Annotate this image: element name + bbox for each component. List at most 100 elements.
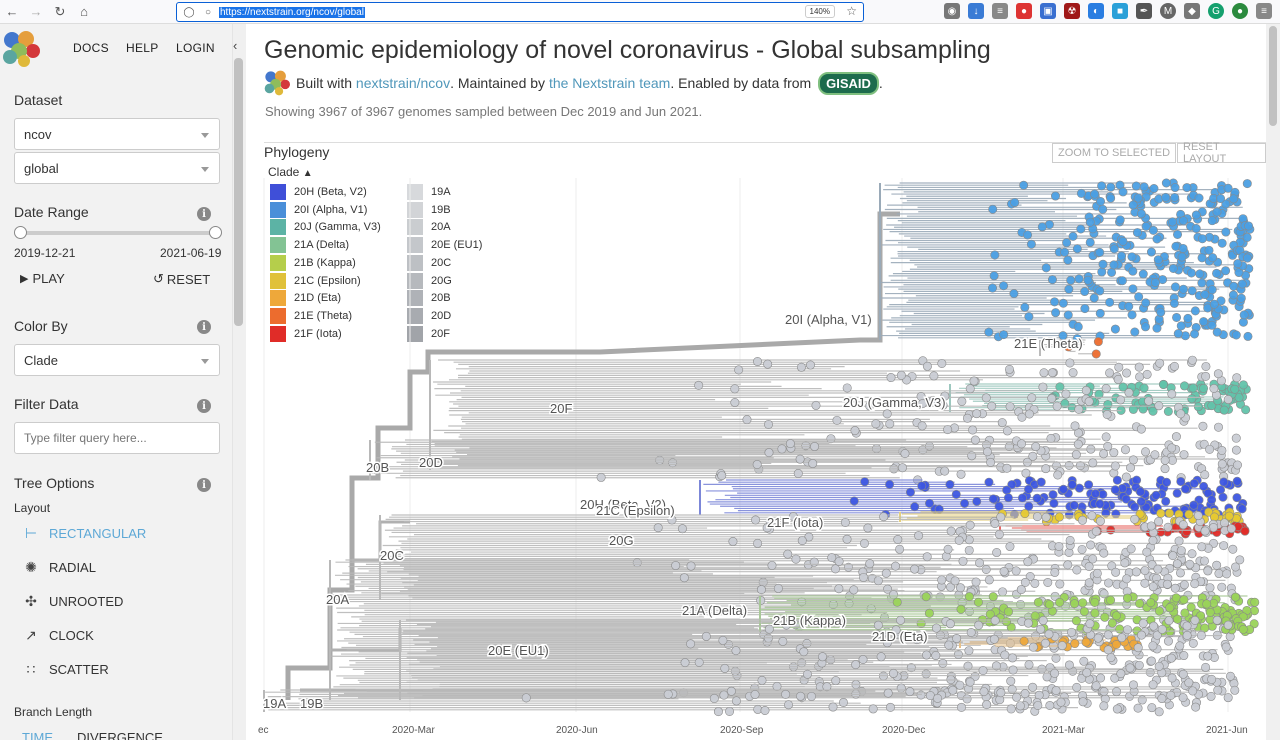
- legend-item[interactable]: 21D (Eta): [270, 290, 342, 307]
- dataset-select-2[interactable]: global: [14, 152, 220, 184]
- legend-item[interactable]: 20J (Gamma, V3): [270, 219, 381, 236]
- back-icon[interactable]: ←: [5, 4, 19, 19]
- legend-item[interactable]: 21E (Theta): [270, 307, 352, 324]
- play-button[interactable]: ▶ PLAY: [20, 271, 65, 286]
- layout-radial[interactable]: ✺ RADIAL: [20, 555, 96, 579]
- help-link[interactable]: HELP: [126, 41, 159, 55]
- download-icon[interactable]: ↓: [968, 3, 984, 19]
- legend-label: 21A (Delta): [294, 239, 350, 252]
- legend-label: 20H (Beta, V2): [294, 186, 367, 198]
- branch-length-time[interactable]: TIME: [22, 730, 54, 740]
- play-label: PLAY: [32, 271, 65, 286]
- legend-label: 20D: [431, 309, 452, 322]
- container-icon[interactable]: ■: [1112, 3, 1128, 19]
- info-icon[interactable]: i: [197, 399, 211, 413]
- zoom-level[interactable]: 140%: [804, 5, 835, 18]
- date-slider-track[interactable]: [20, 231, 215, 235]
- grammarly-icon[interactable]: G: [1208, 3, 1224, 19]
- legend-item[interactable]: 20F: [407, 325, 450, 342]
- tree-options-title: Tree Options: [14, 475, 95, 491]
- shield-green-icon[interactable]: ●: [1232, 3, 1248, 19]
- reset-layout-button[interactable]: RESET LAYOUT: [1177, 141, 1266, 165]
- color-by-select[interactable]: Clade: [14, 344, 220, 376]
- bookmark-star-icon[interactable]: ☆: [846, 4, 857, 18]
- reset-button[interactable]: ↺ RESET: [153, 271, 210, 287]
- save-icon[interactable]: ▣: [1040, 3, 1056, 19]
- legend-swatch: [407, 219, 423, 236]
- filter-data-title: Filter Data: [14, 396, 79, 412]
- filter-input[interactable]: [14, 422, 220, 454]
- login-link[interactable]: LOGIN: [176, 41, 215, 55]
- page-scrollbar[interactable]: [1266, 24, 1280, 740]
- legend-item[interactable]: 19B: [407, 201, 451, 218]
- sidebar-scrollbar-thumb[interactable]: [234, 58, 243, 326]
- legend-item[interactable]: 20I (Alpha, V1): [270, 201, 367, 218]
- maintained-text: . Maintained by: [450, 75, 546, 91]
- legend-toggle[interactable]: Clade ▲: [268, 165, 313, 179]
- legend-item[interactable]: 20D: [407, 307, 452, 324]
- legend-swatch: [270, 325, 286, 342]
- phylogeny-title: Phylogeny: [264, 144, 330, 160]
- layout-scatter[interactable]: ∷ SCATTER: [20, 657, 109, 681]
- menu-icon[interactable]: ≡: [1256, 3, 1272, 19]
- legend-label: 20A: [431, 221, 451, 234]
- forward-icon[interactable]: →: [29, 4, 43, 19]
- legend-label: 20C: [431, 256, 452, 269]
- lock-icon[interactable]: ○: [204, 6, 212, 18]
- ublock-icon[interactable]: ☢: [1064, 3, 1080, 19]
- page-scrollbar-thumb[interactable]: [1269, 26, 1277, 126]
- nextstrain-logo[interactable]: [2, 30, 40, 68]
- gisaid-logo[interactable]: GISAID: [818, 71, 879, 95]
- m-icon[interactable]: M: [1160, 3, 1176, 19]
- legend-item[interactable]: 20B: [407, 290, 451, 307]
- legend-item[interactable]: 21B (Kappa): [270, 254, 356, 271]
- layout-label-unrooted: UNROOTED: [49, 593, 124, 609]
- legend-item[interactable]: 20G: [407, 272, 452, 289]
- color-by-title: Color By: [14, 318, 68, 334]
- legend-item[interactable]: 21F (Iota): [270, 325, 342, 342]
- ncov-link[interactable]: nextstrain/ncov: [355, 75, 451, 91]
- legend-item[interactable]: 20H (Beta, V2): [270, 184, 367, 200]
- layout-label-radial: RADIAL: [49, 559, 96, 575]
- legend-swatch: [270, 307, 286, 324]
- eyedropper-icon[interactable]: ✒: [1136, 3, 1152, 19]
- nextstrain-team-link[interactable]: the Nextstrain team: [548, 75, 671, 91]
- extension-icon[interactable]: ◆: [1184, 3, 1200, 19]
- legend-item[interactable]: 19A: [407, 184, 451, 200]
- legend-item[interactable]: 21C (Epsilon): [270, 272, 361, 289]
- browser-toolbar: ← → ↻ ⌂ ◯ ○ https://nextstrain.org/ncov/…: [0, 0, 1280, 24]
- layout-clock[interactable]: ↗ CLOCK: [20, 623, 94, 647]
- info-icon[interactable]: i: [197, 478, 211, 492]
- shield-icon[interactable]: ◯: [183, 6, 195, 18]
- dataset-select-1[interactable]: ncov: [14, 118, 220, 150]
- date-slider-end-handle[interactable]: [209, 226, 222, 239]
- legend-swatch: [270, 237, 286, 254]
- legend-item[interactable]: 21A (Delta): [270, 237, 350, 254]
- legend-item[interactable]: 20A: [407, 219, 451, 236]
- pocket-icon[interactable]: ◉: [944, 3, 960, 19]
- layout-unrooted[interactable]: ✣ UNROOTED: [20, 589, 123, 613]
- url-bar[interactable]: ◯ ○ https://nextstrain.org/ncov/global 1…: [176, 2, 864, 22]
- legend-label: 20J (Gamma, V3): [294, 221, 381, 234]
- url-text[interactable]: https://nextstrain.org/ncov/global: [219, 6, 365, 18]
- legend-label: 21D (Eta): [294, 292, 342, 305]
- layout-rectangular[interactable]: ⊢ RECTANGULAR: [20, 521, 146, 545]
- sync-icon[interactable]: ◐: [1088, 3, 1104, 19]
- legend-item[interactable]: 20E (EU1): [407, 237, 482, 254]
- info-icon[interactable]: i: [197, 207, 211, 221]
- library-icon[interactable]: ≡: [992, 3, 1008, 19]
- info-icon[interactable]: i: [197, 320, 211, 334]
- legend-item[interactable]: 20C: [407, 254, 452, 271]
- date-slider-start-handle[interactable]: [14, 226, 27, 239]
- layout-label-rectangular: RECTANGULAR: [49, 525, 147, 541]
- docs-link[interactable]: DOCS: [73, 41, 109, 55]
- zoom-to-selected-button[interactable]: ZOOM TO SELECTED: [1052, 143, 1177, 163]
- screenshot-icon[interactable]: ●: [1016, 3, 1032, 19]
- date-end: 2021-06-19: [160, 246, 222, 260]
- collapse-sidebar-icon[interactable]: ‹: [233, 38, 238, 53]
- home-icon[interactable]: ⌂: [80, 4, 88, 19]
- play-icon: ▶: [20, 273, 29, 285]
- reload-icon[interactable]: ↻: [54, 3, 66, 19]
- branch-length-divergence[interactable]: DIVERGENCE: [77, 730, 163, 740]
- color-by-value: Clade: [24, 352, 58, 368]
